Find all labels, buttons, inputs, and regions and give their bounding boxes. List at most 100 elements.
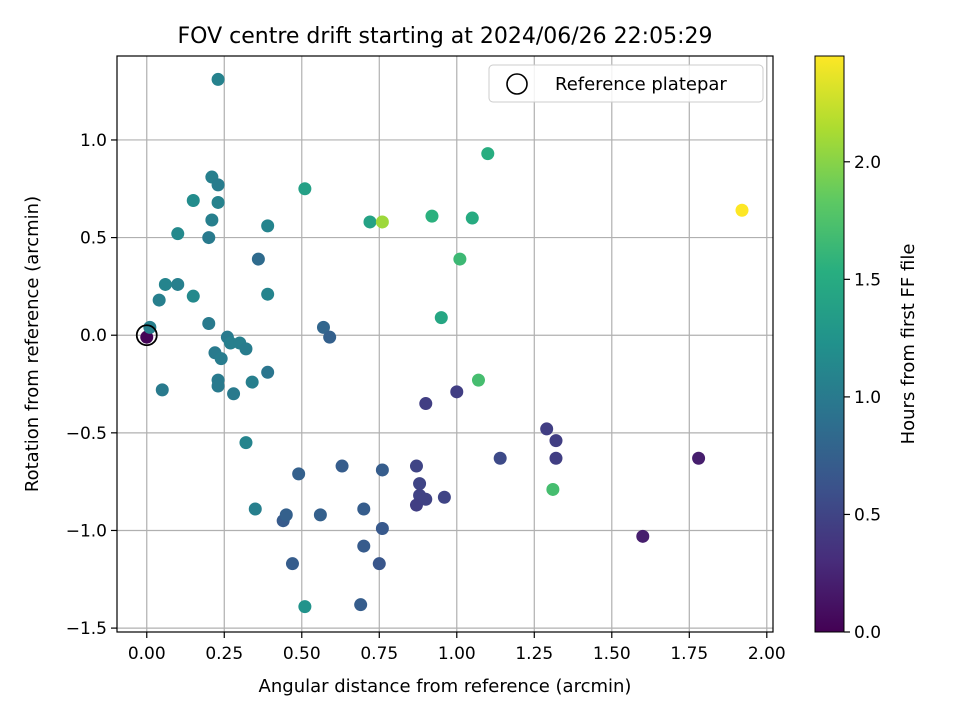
reference-marker-layer (135, 324, 158, 347)
x-tick-label: 1.00 (438, 644, 476, 664)
scatter-point (211, 379, 225, 393)
colorbar-tick-label: 1.0 (854, 388, 881, 408)
colorbar-gradient (814, 55, 845, 633)
scatter-point (419, 397, 433, 411)
scatter-point (202, 316, 216, 330)
legend: Reference platepar (488, 64, 764, 103)
scatter-point (549, 451, 563, 465)
y-axis-label: Rotation from reference (arcmin) (22, 196, 43, 492)
scatter-point (248, 502, 262, 516)
scatter-point (493, 451, 507, 465)
scatter-point (261, 287, 275, 301)
scatter-point (239, 342, 253, 356)
y-tick-label: −1.5 (66, 619, 107, 639)
scatter-point (419, 492, 433, 506)
scatter-point (375, 463, 389, 477)
scatter-point (363, 215, 377, 229)
legend-entry-reference: Reference platepar (555, 74, 727, 95)
y-tick-label: −1.0 (66, 521, 107, 541)
y-tick-label: 0.0 (80, 326, 107, 346)
legend-reference-marker (506, 73, 528, 95)
scatter-point (357, 502, 371, 516)
scatter-point (214, 352, 228, 366)
colorbar-tick-label: 2.0 (854, 153, 881, 173)
scatter-point (471, 373, 485, 387)
grid (117, 56, 773, 632)
scatter-point (298, 600, 312, 614)
scatter-point (223, 336, 237, 350)
scatter-point (239, 436, 253, 450)
scatter-point (481, 147, 495, 161)
scatter-point (211, 178, 225, 192)
reference-platepar-marker (135, 324, 158, 347)
scatter-point (227, 387, 241, 401)
scatter-point (261, 365, 275, 379)
scatter-point (354, 598, 368, 612)
scatter-point (152, 293, 166, 307)
x-tick-label: 0.50 (283, 644, 321, 664)
x-tick-label: 1.75 (670, 644, 708, 664)
scatter-point (313, 508, 327, 522)
scatter-point (375, 215, 389, 229)
colorbar-tick-label: 1.5 (854, 270, 881, 290)
scatter-point (143, 320, 157, 334)
scatter-point (335, 459, 349, 473)
scatter-point (323, 330, 337, 344)
scatter-point (413, 477, 427, 491)
x-tick-label: 1.50 (593, 644, 631, 664)
scatter-point (409, 459, 423, 473)
x-tick-label: 0.25 (205, 644, 243, 664)
colorbar-tick-label: 0.0 (854, 623, 881, 643)
x-tick-label: 0.00 (128, 644, 166, 664)
scatter-point (211, 195, 225, 209)
scatter-point (465, 211, 479, 225)
scatter-point (186, 289, 200, 303)
scatter-point (186, 193, 200, 207)
data-points (140, 72, 749, 614)
colorbar-label: Hours from first FF file (898, 244, 919, 445)
scatter-point (279, 508, 293, 522)
scatter-point (453, 252, 467, 266)
scatter-point (140, 330, 154, 344)
colorbar: 0.0 0.5 1.0 1.5 2.0 Hours from first FF file (814, 55, 919, 643)
scatter-point (546, 482, 560, 496)
scatter-point (636, 529, 650, 543)
scatter-point (540, 422, 554, 436)
scatter-point (372, 557, 386, 571)
x-tick-label: 1.25 (515, 644, 553, 664)
colorbar-tick-label: 0.5 (854, 505, 881, 525)
scatter-point (251, 252, 265, 266)
x-axis-label: Angular distance from reference (arcmin) (259, 676, 632, 697)
legend-box (488, 64, 764, 103)
y-tick-label: −0.5 (66, 424, 107, 444)
y-axis-ticks: −1.5 −1.0 −0.5 0.0 0.5 1.0 (66, 131, 117, 639)
scatter-point (202, 231, 216, 245)
scatter-point (171, 227, 185, 241)
scatter-point (155, 383, 169, 397)
scatter-point (357, 539, 371, 553)
colorbar-ticks: 0.0 0.5 1.0 1.5 2.0 (844, 153, 881, 643)
scatter-point (549, 434, 563, 448)
x-axis-ticks: 0.00 0.25 0.50 0.75 1.00 1.25 1.50 1.75 2.00 (128, 632, 786, 664)
scatter-point (437, 490, 451, 504)
scatter-point (450, 385, 464, 399)
scatter-point (205, 213, 219, 227)
scatter-point (171, 277, 185, 291)
scatter-point (292, 467, 306, 481)
scatter-point (298, 182, 312, 196)
x-tick-label: 0.75 (360, 644, 398, 664)
plot-frame (116, 55, 774, 633)
y-tick-label: 1.0 (80, 131, 107, 151)
scatter-point (425, 209, 439, 223)
chart-title: FOV centre drift starting at 2024/06/26 … (178, 24, 713, 49)
scatter-point (211, 72, 225, 86)
scatter-point (434, 311, 448, 325)
scatter-point (735, 203, 749, 217)
scatter-point (375, 522, 389, 536)
scatter-point (158, 277, 172, 291)
scatter-point (285, 557, 299, 571)
scatter-point (316, 320, 330, 334)
scatter-point (409, 498, 423, 512)
y-tick-label: 0.5 (80, 229, 107, 249)
